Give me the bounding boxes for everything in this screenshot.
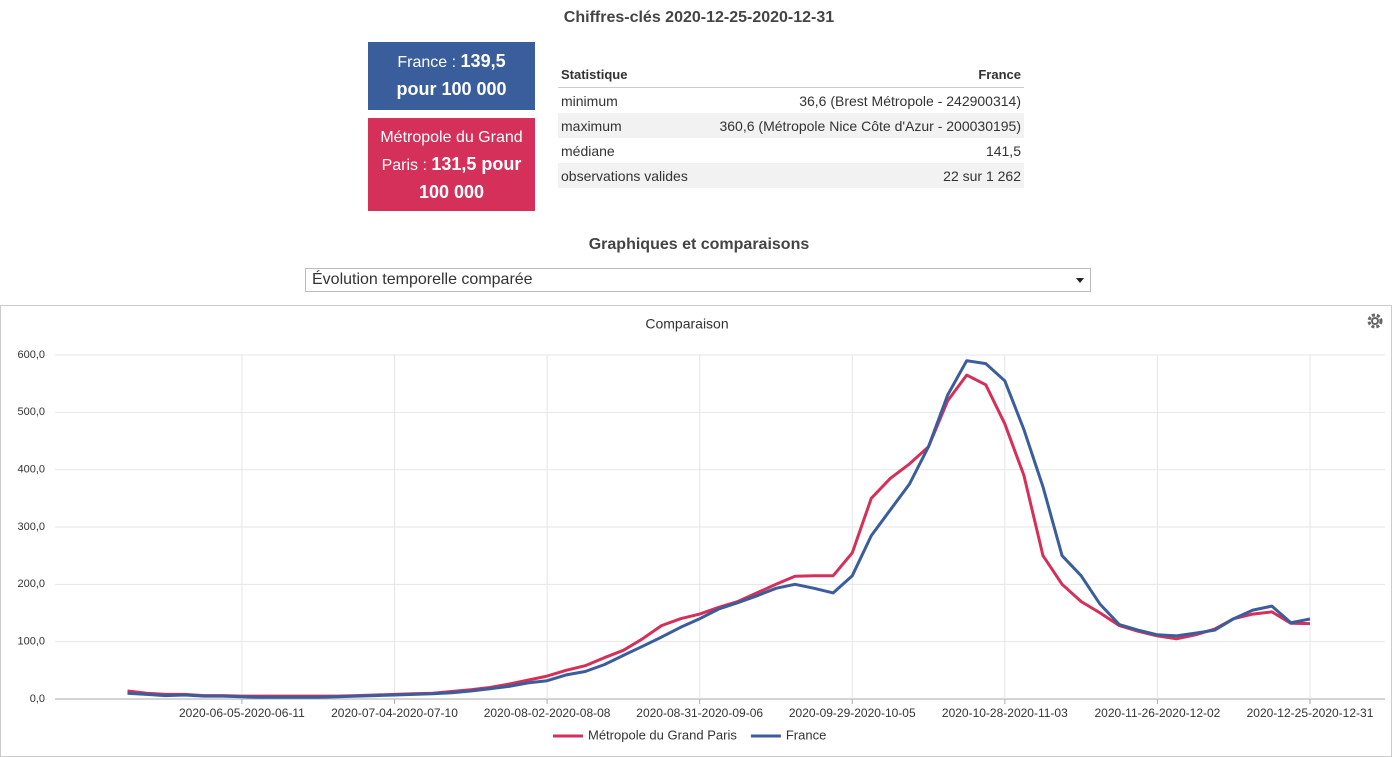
cell: observations valides	[558, 163, 699, 188]
card-value: 131,5 pour 100 000	[418, 154, 522, 202]
y-tick-label: 300,0	[17, 521, 45, 533]
y-tick-label: 100,0	[17, 636, 45, 648]
legend-label: Métropole du Grand Paris	[588, 727, 737, 742]
series-line	[127, 373, 1311, 698]
header-title: Chiffres-clés 2020-12-25-2020-12-31	[563, 9, 835, 26]
y-tick-label: 0,0	[30, 693, 45, 705]
stats-table: Statistique France minimum 36,6 (Brest Mét…	[558, 62, 1024, 188]
card-name: France :	[397, 54, 457, 71]
y-tick-label: 600,0	[17, 349, 45, 361]
y-tick-label: 500,0	[17, 406, 45, 418]
y-tick-label: 200,0	[17, 578, 45, 590]
chart-title: Comparaison	[645, 316, 728, 332]
card-name: Métropole du Grand Paris :	[380, 129, 523, 174]
x-tick-label: 2020-06-05-2020-06-11	[179, 706, 305, 720]
cell: 360,6 (Métropole Nice Côte d'Azur - 2000…	[698, 113, 1024, 138]
cell: 22 sur 1 262	[698, 163, 1024, 188]
x-tick-label: 2020-12-25-2020-12-31	[1247, 706, 1374, 720]
cell: 141,5	[985, 142, 1021, 159]
cell: minimum	[561, 92, 618, 109]
card: Métropole du Grand Paris : 131,5 pour 10…	[368, 118, 535, 211]
cell: médiane	[561, 142, 615, 159]
x-tick-label: 2020-11-26-2020-12-02	[1094, 706, 1220, 720]
card: France : 139,5 pour 100 000	[368, 42, 535, 110]
chart-frame	[0, 305, 1392, 757]
series-line	[127, 359, 1311, 699]
x-tick-label: 2020-09-29-2020-10-05	[789, 706, 916, 720]
cell: 36,6 (Brest Métropole - 242900314)	[799, 92, 1021, 109]
legend-label: France	[786, 727, 826, 742]
cell: maximum	[558, 113, 699, 138]
chart-select[interactable]: Évolution temporelle comparée	[305, 268, 1091, 292]
y-tick-label: 400,0	[17, 464, 45, 476]
x-tick-label: 2020-07-04-2020-07-10	[331, 706, 458, 720]
x-tick-label: 2020-08-02-2020-08-08	[484, 706, 611, 720]
settings-icon[interactable]	[1367, 313, 1383, 329]
table-header: France	[698, 62, 1024, 88]
section-title: Graphiques et comparaisons	[588, 236, 810, 253]
chart: Comparaison 0,0 100,0 200,0 300,0 400,0 500,0…	[0, 305, 1392, 757]
card-value: 139,5 pour 100 000	[396, 51, 507, 99]
x-tick-label: 2020-08-31-2020-09-06	[636, 706, 763, 720]
x-tick-label: 2020-10-28-2020-11-03	[942, 706, 1068, 720]
table-header: Statistique	[558, 62, 699, 88]
